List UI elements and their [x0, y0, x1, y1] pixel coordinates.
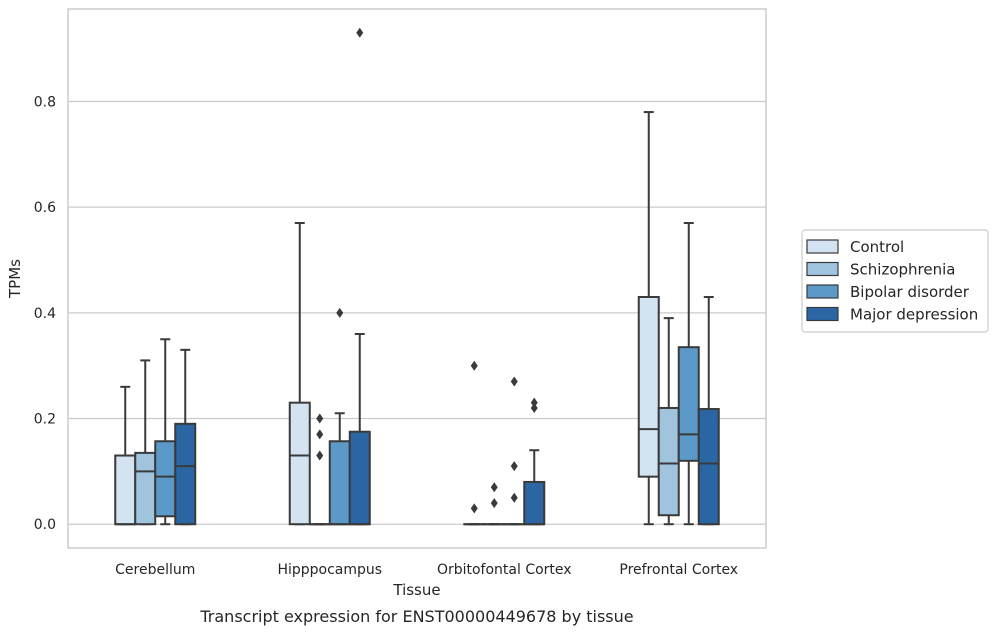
- outlier-point: [491, 482, 498, 492]
- x-tick-label: Hipppocampus: [277, 562, 382, 578]
- box-group: [699, 297, 719, 524]
- x-tick-label: Orbitofontal Cortex: [437, 562, 572, 578]
- box-iqr: [290, 403, 310, 525]
- legend-label: Control: [850, 238, 904, 256]
- box-group: [310, 414, 330, 525]
- box-group: [175, 350, 195, 524]
- box-group: [504, 377, 524, 525]
- outlier-point: [336, 308, 343, 318]
- legend-swatch: [807, 308, 838, 321]
- box-group: [679, 223, 699, 524]
- box-group: [464, 361, 484, 525]
- y-tick-label: 0.6: [34, 200, 56, 216]
- box-group: [659, 318, 679, 524]
- legend-label: Bipolar disorder: [850, 283, 970, 301]
- box-iqr: [679, 347, 699, 461]
- box-iqr: [135, 453, 155, 524]
- box-group: [135, 360, 155, 524]
- outlier-point: [356, 28, 363, 38]
- box-group: [639, 112, 659, 524]
- y-tick-label: 0.2: [34, 412, 56, 428]
- box-iqr: [175, 424, 195, 524]
- box-iqr: [524, 482, 544, 524]
- outlier-point: [471, 503, 478, 513]
- box-iqr: [330, 441, 350, 524]
- box-group: [524, 398, 544, 525]
- x-tick-label: Prefrontal Cortex: [619, 562, 738, 578]
- y-tick-label: 0.0: [34, 517, 56, 533]
- legend: Control Schizophrenia Bipolar disorder Majo…: [802, 230, 988, 332]
- box-group: [484, 482, 504, 524]
- outlier-point: [511, 377, 518, 387]
- box-iqr: [659, 408, 679, 515]
- chart-caption: Transcript expression for ENST0000044967…: [199, 607, 633, 626]
- y-axis-title: TPMs: [6, 259, 24, 299]
- x-tick-label: Cerebellum: [115, 562, 195, 578]
- box-group: [330, 308, 350, 524]
- y-tick-labels: 0.0 0.2 0.4 0.6 0.8: [34, 94, 56, 533]
- box-group: [290, 223, 310, 524]
- x-axis-title: Tissue: [392, 581, 440, 599]
- box-iqr: [115, 456, 135, 525]
- y-tick-label: 0.8: [34, 94, 56, 110]
- box-group: [350, 28, 370, 524]
- outlier-point: [511, 493, 518, 503]
- y-tick-label: 0.4: [34, 306, 56, 322]
- legend-swatch: [807, 285, 838, 298]
- outlier-point: [531, 398, 538, 408]
- box-iqr: [639, 297, 659, 477]
- box-iqr: [699, 409, 719, 524]
- legend-label: Schizophrenia: [850, 261, 955, 279]
- outlier-point: [471, 361, 478, 371]
- box-iqr: [155, 441, 175, 516]
- outlier-point: [316, 451, 323, 461]
- legend-swatch: [807, 263, 838, 276]
- box-iqr: [350, 432, 370, 524]
- box-marks: [115, 28, 719, 524]
- legend-label: Major depression: [850, 306, 978, 324]
- outlier-point: [491, 498, 498, 508]
- x-tick-labels: Cerebellum Hipppocampus Orbitofontal Corte…: [115, 562, 738, 578]
- box-group: [115, 387, 135, 524]
- outlier-point: [316, 414, 323, 424]
- legend-swatch: [807, 240, 838, 253]
- outlier-point: [511, 461, 518, 471]
- box-group: [155, 339, 175, 524]
- outlier-point: [316, 429, 323, 439]
